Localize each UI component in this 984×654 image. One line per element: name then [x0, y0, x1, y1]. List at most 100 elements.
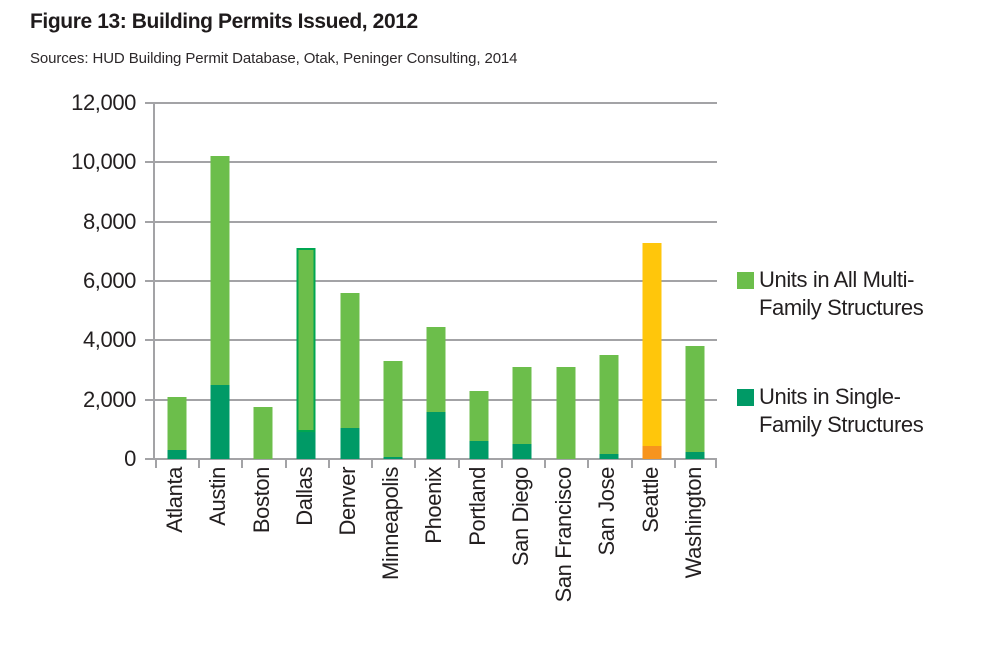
bar-segment-multi-family	[210, 156, 230, 385]
gridline-0	[155, 458, 717, 460]
bar-slot-denver	[328, 103, 371, 459]
y-axis-labels: 0 2,000 4,000 6,000 8,000 10,000 12,000	[24, 90, 136, 471]
y-axis-label: 10,000	[71, 149, 136, 175]
x-tick	[501, 459, 503, 468]
x-axis-label-san-diego: San Diego	[507, 467, 533, 567]
bar-slot-dallas	[285, 103, 328, 459]
y-tick	[145, 339, 155, 342]
x-tick	[414, 459, 416, 468]
legend-label-single-family: Units in Single- Family Structures	[759, 384, 924, 437]
y-tick	[145, 161, 155, 164]
bar-slot-san-diego	[501, 103, 544, 459]
bar-minneapolis	[383, 361, 403, 459]
bar-segment-multi-family	[469, 390, 489, 441]
chart-legend: Units in All Multi- Family Structures Unit…	[737, 266, 981, 500]
bar-segment-multi-family	[599, 355, 619, 454]
legend-label-multi-family: Units in All Multi- Family Structures	[759, 267, 924, 320]
x-axis-label-austin: Austin	[205, 467, 231, 526]
x-tick	[631, 459, 633, 468]
bar-slot-portland	[458, 103, 501, 459]
bar-san-francisco	[556, 367, 576, 459]
x-tick	[715, 459, 717, 468]
bar-segment-single-family	[599, 453, 619, 459]
bar-segment-single-family	[340, 427, 360, 459]
bar-segment-single-family	[469, 440, 489, 459]
y-axis-label: 8,000	[82, 208, 136, 234]
x-tick	[285, 459, 287, 468]
figure-source: Sources: HUD Building Permit Database, O…	[30, 50, 518, 67]
y-axis-label: 0	[124, 446, 136, 471]
bar-phoenix	[426, 327, 446, 459]
x-label-slot-atlanta: Atlanta	[153, 467, 196, 652]
x-axis-label-san-jose: San Jose	[594, 467, 620, 556]
x-tick	[328, 459, 330, 468]
y-tick	[145, 458, 155, 460]
x-axis-labels: Atlanta Austin Boston Dallas Denver Minneapol…	[153, 467, 715, 652]
bar-slot-san-francisco	[544, 103, 587, 459]
bar-segment-multi-family	[296, 248, 316, 433]
x-axis-label-atlanta: Atlanta	[162, 467, 188, 533]
bar-slot-atlanta	[155, 103, 198, 459]
y-axis-label: 2,000	[82, 386, 136, 412]
y-tick	[145, 280, 155, 282]
legend-swatch-single-family	[737, 389, 754, 406]
bar-slot-minneapolis	[371, 103, 414, 459]
x-axis-label-dallas: Dallas	[291, 467, 317, 526]
bar-segment-single-family	[296, 432, 316, 459]
x-tick	[458, 459, 460, 468]
x-label-slot-dallas: Dallas	[283, 467, 326, 652]
bar-san-jose	[599, 355, 619, 459]
bar-segment-multi-family	[556, 367, 576, 459]
bar-portland	[469, 390, 489, 459]
x-label-slot-phoenix: Phoenix	[412, 467, 455, 652]
y-tick	[145, 102, 155, 104]
y-axis-label: 12,000	[71, 90, 136, 115]
x-axis-label-san-francisco: San Francisco	[551, 467, 577, 603]
bar-slot-washington	[674, 103, 717, 459]
bar-segment-single-family	[210, 384, 230, 459]
bar-boston	[253, 407, 273, 459]
x-axis-label-phoenix: Phoenix	[421, 467, 447, 544]
x-axis-label-denver: Denver	[334, 467, 360, 536]
x-label-slot-san-francisco: San Francisco	[542, 467, 585, 652]
x-axis-label-portland: Portland	[464, 467, 490, 546]
x-axis-label-boston: Boston	[248, 467, 274, 534]
x-label-slot-portland: Portland	[456, 467, 499, 652]
x-tick	[544, 459, 546, 468]
x-axis-label-seattle: Seattle	[637, 467, 663, 533]
figure-title: Figure 13: Building Permits Issued, 2012	[30, 10, 418, 33]
gridline-12000	[155, 102, 717, 104]
bar-slot-austin	[198, 103, 241, 459]
bar-segment-multi-family	[642, 242, 662, 446]
x-label-slot-denver: Denver	[326, 467, 369, 652]
x-label-slot-washington: Washington	[672, 467, 715, 652]
bar-denver	[340, 292, 360, 459]
x-tick	[155, 459, 157, 468]
bar-dallas	[296, 248, 316, 459]
bar-segment-single-family	[383, 456, 403, 459]
bar-segment-multi-family	[426, 327, 446, 412]
x-axis-label-minneapolis: Minneapolis	[378, 467, 404, 581]
gridline-10000	[155, 161, 717, 164]
x-label-slot-minneapolis: Minneapolis	[369, 467, 412, 652]
bar-slot-seattle	[631, 103, 674, 459]
x-label-slot-boston: Boston	[239, 467, 282, 652]
x-label-slot-san-diego: San Diego	[499, 467, 542, 652]
bar-seattle	[642, 242, 662, 459]
bar-washington	[685, 346, 705, 459]
bar-slot-boston	[241, 103, 284, 459]
y-axis-label: 4,000	[82, 327, 136, 353]
bar-atlanta	[167, 396, 187, 459]
bar-segment-multi-family	[512, 367, 532, 445]
bar-segment-multi-family	[383, 361, 403, 457]
gridline-6000	[155, 280, 717, 282]
bar-segment-single-family	[426, 411, 446, 459]
bar-segment-multi-family	[340, 292, 360, 428]
bar-segment-single-family	[642, 445, 662, 459]
bar-segment-multi-family	[253, 407, 273, 459]
x-label-slot-seattle: Seattle	[629, 467, 672, 652]
x-label-slot-austin: Austin	[196, 467, 239, 652]
plot-area	[145, 102, 717, 468]
bar-segment-multi-family	[167, 396, 187, 451]
